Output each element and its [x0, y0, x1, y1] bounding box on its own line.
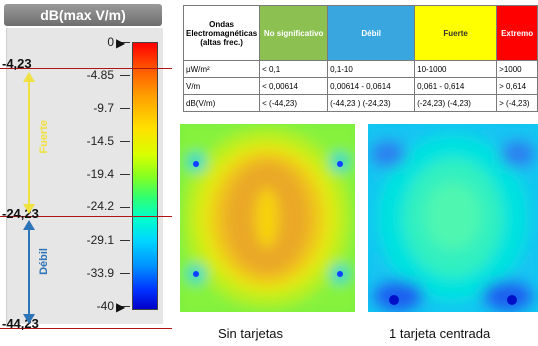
table-cell: < 0,00614 [259, 77, 329, 95]
table-header-row: Ondas Electromagnéticas (altas frec.) No… [182, 5, 538, 61]
threshold-value-top: -4,23 [2, 56, 32, 71]
top-arrow-icon: ▶ [116, 36, 126, 50]
tick-mark [120, 108, 130, 109]
table-row: V/m < 0,00614 0,00614 - 0,0614 0,061 - 0… [182, 77, 538, 95]
table-cell: 0,061 - 0,614 [414, 77, 498, 95]
heatmap-una-tarjeta-centrada [368, 124, 538, 312]
header-no-significativo: No significativo [259, 5, 329, 61]
heatmap-sin-tarjetas [180, 124, 355, 312]
table-cell: >1000 [496, 60, 538, 78]
row-label: V/m [182, 77, 261, 95]
tick-mark [120, 75, 130, 76]
tick-label: -24.2 [86, 199, 114, 213]
tick-label: -33.9 [86, 266, 114, 280]
table-header-label: Ondas Electromagnéticas (altas frec.) [182, 5, 261, 61]
tick-mark [120, 207, 130, 208]
table-cell: (-24,23) (-4,23) [414, 94, 498, 112]
caption-una-tarjeta: 1 tarjeta centrada [389, 326, 491, 341]
table-row: dB(V/m) < (-44,23) (-44,23 ) (-24,23) (-… [182, 94, 538, 112]
tick-label: 0 [107, 35, 114, 49]
table-cell: 0,1-10 [327, 60, 416, 78]
tick-label: -14.5 [86, 134, 114, 148]
tick-mark [120, 273, 130, 274]
band-label-fuerte: Fuerte [38, 120, 50, 154]
table-cell: 0,00614 - 0,0614 [327, 77, 416, 95]
threshold-line-bottom [0, 328, 172, 329]
fuerte-range-arrow [23, 72, 35, 214]
tick-mark [120, 306, 130, 307]
tick-label: -19.4 [86, 167, 114, 181]
row-label: dB(V/m) [182, 94, 261, 112]
table-cell: (-44,23 ) (-24,23) [327, 94, 416, 112]
table-cell: 10-1000 [414, 60, 498, 78]
color-scale-bar [132, 42, 158, 310]
table-cell: > 0,614 [496, 77, 538, 95]
tick-mark [120, 240, 130, 241]
header-debil: Débil [327, 5, 416, 61]
table-cell: < 0,1 [259, 60, 329, 78]
threshold-line-mid [0, 216, 172, 217]
tick-label: -40 [96, 299, 114, 313]
table-cell: < (-44,23) [259, 94, 329, 112]
colorbar-legend: dB(max V/m) ▶ ▶ 0 -4.85 -9.7 -14.5 -19.4… [0, 0, 172, 346]
legend-title: dB(max V/m) [4, 4, 162, 26]
table-row: µW/m² < 0,1 0,1-10 10-1000 >1000 [182, 60, 538, 78]
tick-label: -9.7 [93, 101, 114, 115]
levels-table: Ondas Electromagnéticas (altas frec.) No… [182, 5, 538, 112]
tick-label: -4.85 [86, 68, 114, 82]
bottom-arrow-icon: ▶ [116, 300, 126, 314]
band-label-debil: Débil [38, 248, 50, 275]
header-fuerte: Fuerte [414, 5, 498, 61]
threshold-line-top [0, 68, 172, 69]
tick-mark [120, 42, 130, 43]
tick-mark [120, 174, 130, 175]
table-cell: > (-4,23) [496, 94, 538, 112]
caption-sin-tarjetas: Sin tarjetas [218, 326, 284, 341]
tick-label: -29.1 [86, 233, 114, 247]
header-extremo: Extremo [496, 5, 538, 61]
debil-range-arrow [23, 220, 35, 324]
tick-mark [120, 141, 130, 142]
row-label: µW/m² [182, 60, 261, 78]
